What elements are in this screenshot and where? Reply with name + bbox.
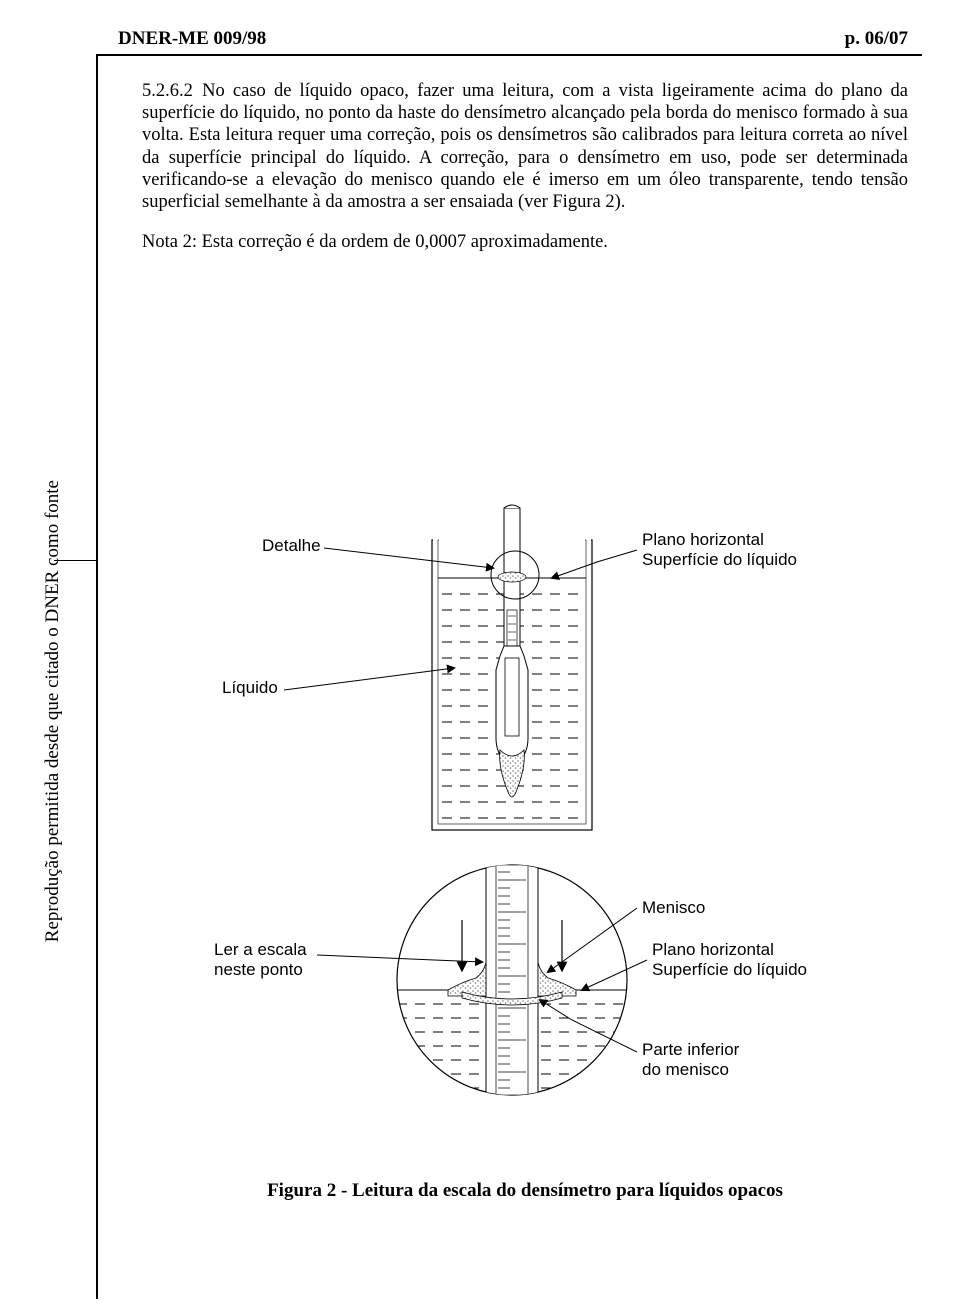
detail-circle — [317, 865, 647, 1095]
label-parte-l1: Parte inferior — [642, 1040, 739, 1059]
label-menisco: Menisco — [642, 898, 705, 918]
body-text: 5.2.6.2 No caso de líquido opaco, fazer … — [142, 80, 908, 271]
label-parte-l2: do menisco — [642, 1060, 729, 1079]
label-plano1: Plano horizontal Superfície do líquido — [642, 530, 797, 571]
section-note: Nota 2: Esta correção é da ordem de 0,00… — [142, 231, 908, 253]
label-plano2-l2: Superfície do líquido — [652, 960, 807, 979]
section-body: No caso de líquido opaco, fazer uma leit… — [142, 81, 908, 212]
label-plano2: Plano horizontal Superfície do líquido — [652, 940, 807, 981]
section-paragraph: 5.2.6.2 No caso de líquido opaco, fazer … — [142, 80, 908, 213]
label-parte-inferior: Parte inferior do menisco — [642, 1040, 739, 1081]
figure-caption: Figura 2 - Leitura da escala do densímet… — [142, 1180, 908, 1202]
label-ler-escala: Ler a escala neste ponto — [214, 940, 307, 981]
top-vessel — [284, 505, 637, 830]
label-plano2-l1: Plano horizontal — [652, 940, 774, 959]
frame-left-rule — [96, 54, 98, 1299]
sidebar-copyright-text: Reprodução permitida desde que citado o … — [42, 480, 64, 942]
label-liquido: Líquido — [222, 678, 278, 698]
section-number: 5.2.6.2 — [142, 80, 194, 102]
header-rule — [96, 54, 922, 56]
label-plano1-l2: Superfície do líquido — [642, 550, 797, 569]
page-number: p. 06/07 — [845, 28, 908, 50]
figure-2: Detalhe Líquido Plano horizontal Superfí… — [142, 500, 908, 1140]
page-header: DNER-ME 009/98 p. 06/07 — [118, 28, 908, 50]
page: DNER-ME 009/98 p. 06/07 Reprodução permi… — [0, 0, 960, 1309]
doc-code: DNER-ME 009/98 — [118, 28, 266, 50]
label-detalhe: Detalhe — [262, 536, 321, 556]
label-ler-l2: neste ponto — [214, 960, 303, 979]
sidebar-tick — [54, 560, 96, 561]
figure-svg — [142, 500, 912, 1140]
sidebar-copyright: Reprodução permitida desde que citado o … — [42, 480, 70, 1200]
label-plano1-l1: Plano horizontal — [642, 530, 764, 549]
label-ler-l1: Ler a escala — [214, 940, 307, 959]
